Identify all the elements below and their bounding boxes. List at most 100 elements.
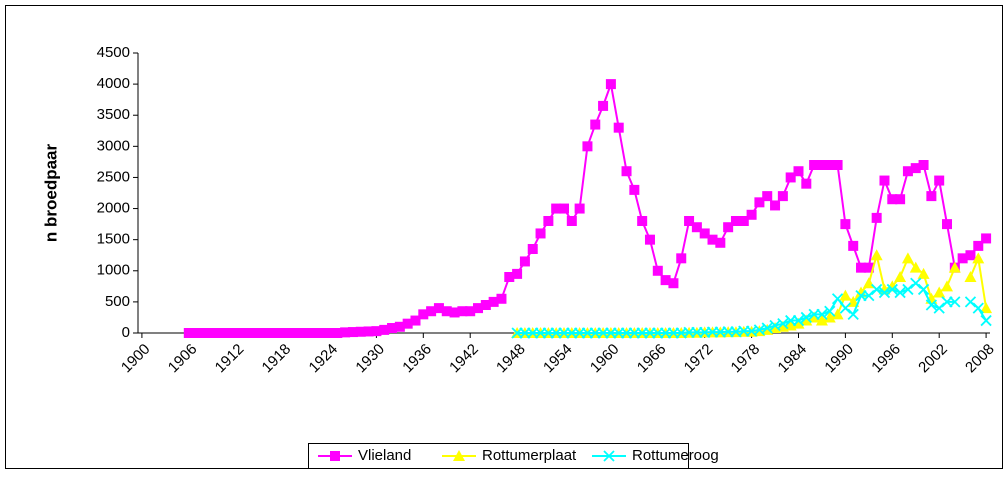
- marker: [917, 267, 930, 279]
- marker: [621, 166, 632, 177]
- marker: [308, 328, 319, 338]
- marker: [754, 197, 765, 208]
- marker: [980, 302, 993, 314]
- marker: [574, 203, 585, 214]
- y-tick-label: 500: [105, 293, 130, 310]
- marker: [441, 306, 452, 317]
- marker: [316, 328, 327, 338]
- marker: [715, 237, 726, 248]
- marker: [816, 308, 828, 320]
- marker: [551, 203, 562, 214]
- marker: [301, 328, 312, 338]
- marker: [964, 296, 977, 308]
- marker: [566, 216, 577, 226]
- marker: [480, 300, 491, 310]
- marker: [457, 306, 468, 317]
- marker: [519, 256, 530, 267]
- marker: [277, 328, 288, 338]
- marker: [230, 328, 241, 338]
- marker: [816, 160, 827, 170]
- y-tick-label: 3500: [97, 106, 130, 123]
- marker: [972, 252, 985, 264]
- marker: [433, 303, 444, 314]
- marker: [261, 328, 272, 338]
- chart-border: [5, 5, 1003, 469]
- marker: [652, 265, 663, 276]
- marker: [691, 222, 702, 233]
- marker: [598, 100, 609, 111]
- marker: [887, 194, 898, 205]
- marker: [535, 228, 546, 239]
- legend-label: Rottumerplaat: [482, 447, 577, 464]
- marker: [363, 326, 374, 337]
- marker: [801, 178, 812, 189]
- marker: [910, 163, 921, 174]
- marker: [800, 311, 812, 324]
- y-tick-label: 4500: [97, 44, 130, 61]
- marker: [832, 160, 843, 170]
- marker: [215, 328, 226, 338]
- marker: [793, 166, 804, 177]
- marker: [324, 328, 335, 338]
- y-tick-label: 2000: [97, 200, 130, 217]
- marker: [293, 328, 304, 338]
- marker: [839, 289, 852, 301]
- marker: [410, 315, 421, 326]
- marker: [222, 328, 233, 338]
- marker: [660, 275, 671, 286]
- marker: [676, 253, 687, 264]
- marker: [191, 328, 202, 338]
- marker: [902, 166, 913, 177]
- marker: [590, 119, 601, 130]
- marker: [770, 200, 781, 211]
- marker: [340, 327, 351, 338]
- marker: [488, 296, 499, 307]
- marker: [981, 233, 992, 244]
- y-tick-label: 1500: [97, 231, 130, 248]
- legend-label: Rottumeroog: [632, 447, 719, 464]
- marker: [699, 228, 710, 239]
- marker: [948, 261, 961, 273]
- marker: [465, 306, 476, 317]
- marker: [512, 268, 523, 279]
- y-tick-label: 0: [122, 324, 130, 341]
- marker: [761, 322, 773, 334]
- marker: [917, 283, 930, 296]
- marker: [824, 305, 836, 317]
- marker: [879, 175, 890, 186]
- marker: [473, 303, 484, 314]
- marker: [707, 234, 718, 245]
- marker: [886, 283, 898, 296]
- marker: [668, 278, 679, 289]
- marker: [559, 203, 569, 214]
- marker: [863, 290, 875, 302]
- marker: [453, 450, 465, 461]
- marker: [746, 209, 757, 220]
- y-tick-label: 1000: [97, 262, 130, 279]
- marker: [809, 160, 820, 170]
- marker: [394, 321, 405, 332]
- marker: [839, 302, 852, 314]
- marker: [402, 318, 413, 329]
- marker: [730, 216, 741, 226]
- marker: [605, 79, 616, 90]
- marker: [254, 328, 265, 338]
- marker: [792, 317, 805, 329]
- marker: [723, 222, 734, 233]
- marker: [871, 212, 882, 223]
- marker: [909, 261, 922, 273]
- marker: [582, 141, 593, 152]
- y-tick-label: 2500: [97, 168, 130, 185]
- marker: [895, 194, 906, 205]
- marker: [925, 299, 938, 311]
- marker: [840, 219, 851, 230]
- marker: [894, 286, 906, 299]
- marker: [831, 293, 844, 305]
- marker: [894, 271, 907, 282]
- marker: [762, 191, 773, 202]
- marker: [777, 318, 789, 330]
- marker: [972, 302, 984, 314]
- marker: [800, 314, 813, 326]
- marker: [965, 250, 976, 261]
